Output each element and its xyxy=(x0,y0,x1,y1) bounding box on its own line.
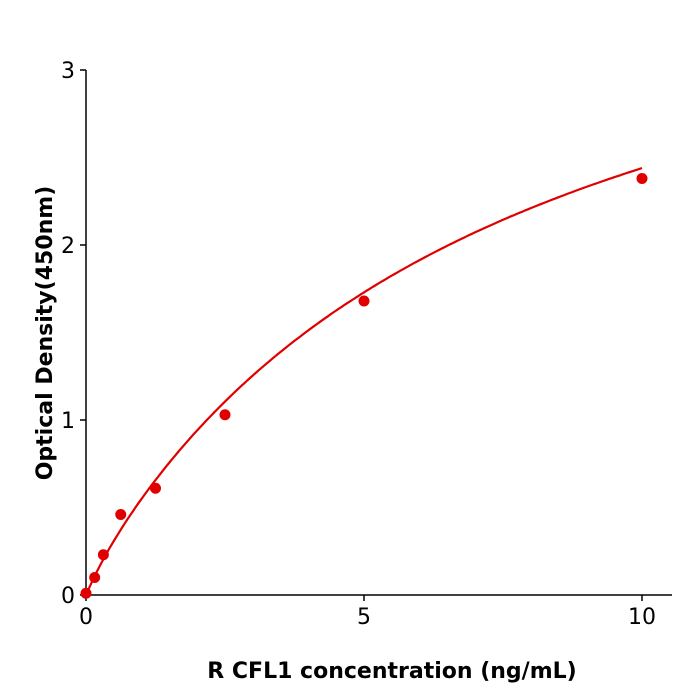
y-axis-label: Optical Density(450nm) xyxy=(33,186,58,481)
y-tick-label: 3 xyxy=(61,59,75,84)
fit-curve xyxy=(84,167,643,596)
data-point xyxy=(150,482,161,494)
y-tick-label: 2 xyxy=(61,234,75,259)
data-point xyxy=(115,509,127,520)
x-axis-label: R CFL1 concentration (ng/mL) xyxy=(207,659,576,684)
x-tick-label: 10 xyxy=(628,605,656,630)
data-point xyxy=(358,295,370,307)
x-tick-label: 0 xyxy=(79,605,93,630)
data-point xyxy=(219,409,231,421)
x-tick-label: 5 xyxy=(357,605,371,630)
data-point xyxy=(636,173,648,184)
data-point xyxy=(89,572,101,583)
data-point xyxy=(97,549,109,561)
data-point xyxy=(80,587,92,599)
y-tick-label: 0 xyxy=(61,584,75,609)
y-tick-label: 1 xyxy=(61,409,75,434)
